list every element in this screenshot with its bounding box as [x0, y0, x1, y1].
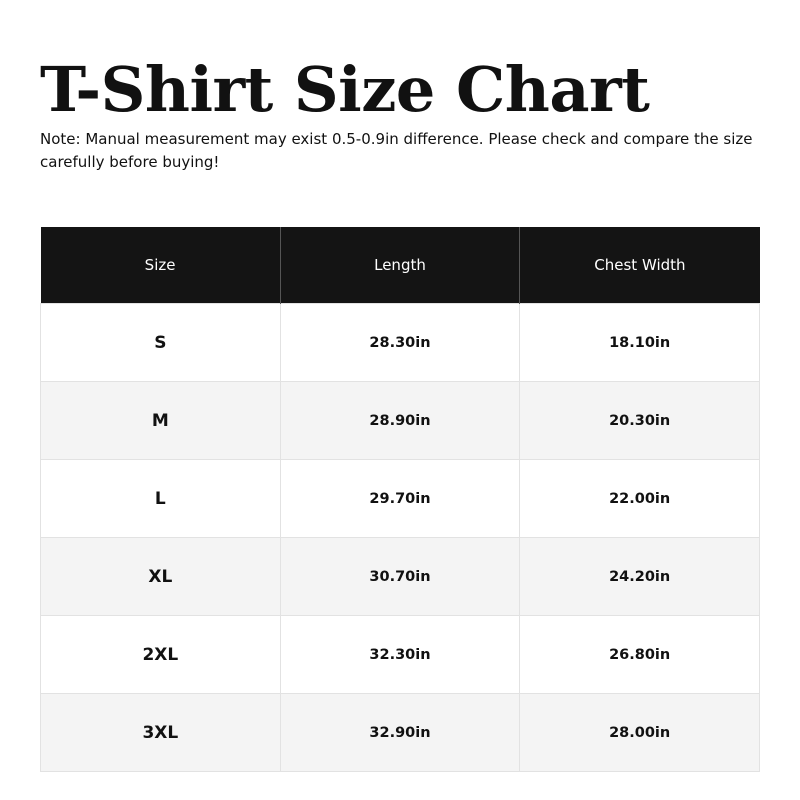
cell-chest-width: 18.10in [519, 303, 760, 382]
table-row: L 29.70in 22.00in [40, 459, 760, 538]
measurement-note: Note: Manual measurement may exist 0.5-0… [40, 130, 753, 171]
cell-size: M [40, 381, 281, 460]
cell-chest-width: 24.20in [519, 537, 760, 616]
table-row: 3XL 32.90in 28.00in [40, 693, 760, 772]
page-title: T-Shirt Size Chart [40, 53, 650, 126]
header-length: Length [280, 227, 521, 304]
cell-size: 2XL [40, 615, 281, 694]
cell-chest-width: 28.00in [519, 693, 760, 772]
cell-chest-width: 22.00in [519, 459, 760, 538]
size-chart-table: Size Length Chest Width S 28.30in 18.10in M… [40, 227, 760, 772]
table-header-row: Size Length Chest Width [40, 227, 760, 304]
cell-length: 32.30in [279, 615, 521, 694]
cell-length: 32.90in [279, 693, 521, 772]
cell-chest-width: 20.30in [519, 381, 760, 460]
table-row: M 28.90in 20.30in [40, 381, 760, 460]
header-size: Size [40, 227, 281, 304]
table-row: 2XL 32.30in 26.80in [40, 615, 760, 694]
cell-size: S [40, 303, 281, 382]
cell-size: 3XL [40, 693, 281, 772]
cell-length: 29.70in [279, 459, 521, 538]
cell-chest-width: 26.80in [519, 615, 760, 694]
table-row: XL 30.70in 24.20in [40, 537, 760, 616]
cell-length: 30.70in [279, 537, 521, 616]
header-chest-width: Chest Width [519, 227, 760, 304]
cell-size: XL [40, 537, 281, 616]
cell-length: 28.90in [279, 381, 521, 460]
cell-length: 28.30in [279, 303, 521, 382]
table-row: S 28.30in 18.10in [40, 303, 760, 382]
cell-size: L [40, 459, 281, 538]
